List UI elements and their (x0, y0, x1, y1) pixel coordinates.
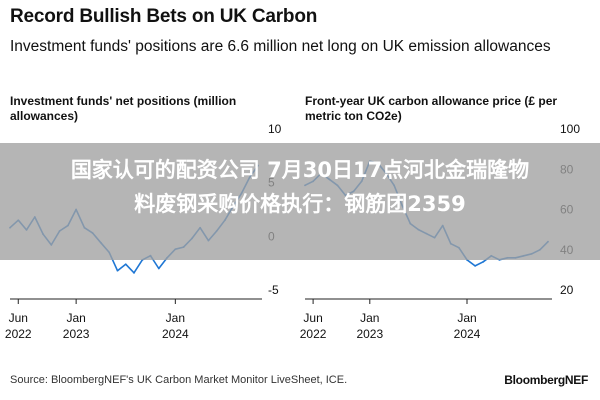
chart-subtitle: Investment funds' positions are 6.6 mill… (10, 38, 551, 55)
left-panel-title: Investment funds' net positions (million… (10, 94, 237, 123)
left-data-point (116, 269, 119, 272)
left-data-point (133, 271, 135, 274)
watermark-line-2: 料废钢采购价格执行：钢筋团2359 (134, 192, 466, 216)
right-x-tick-year: 2024 (454, 327, 481, 341)
right-x-tick-label: Jan (360, 311, 379, 325)
right-data-point (474, 264, 476, 267)
left-x-tick-label: Jan (66, 311, 85, 325)
right-x-tick-label: Jun (303, 311, 322, 325)
source-note: Source: BloombergNEF's UK Carbon Market … (10, 374, 348, 386)
right-y-tick-label: 100 (560, 122, 580, 136)
left-x-tick-year: 2022 (5, 327, 32, 341)
right-x-tick-year: 2023 (356, 327, 383, 341)
right-x-tick-year: 2022 (300, 327, 327, 341)
brand-logo: BloombergNEF (504, 373, 588, 387)
watermark-text: 国家认可的配资公司 7月30日17点河北金瑞隆物 料废钢采购价格执行：钢筋团23… (10, 153, 590, 221)
left-data-point (124, 263, 127, 266)
right-panel-title: Front-year UK carbon allowance price (£ … (305, 94, 558, 123)
left-y-tick-label: -5 (268, 283, 279, 297)
left-y-tick-label: 10 (268, 122, 282, 136)
watermark-line-1: 国家认可的配资公司 7月30日17点河北金瑞隆物 (70, 158, 530, 182)
right-y-tick-label: 20 (560, 283, 574, 297)
left-x-tick-label: Jun (9, 311, 28, 325)
right-data-point (482, 260, 485, 263)
left-x-tick-year: 2024 (162, 327, 189, 341)
left-x-tick-year: 2023 (63, 327, 90, 341)
chart-title: Record Bullish Bets on UK Carbon (10, 6, 318, 27)
watermark-banner (0, 143, 600, 260)
right-x-tick-label: Jan (457, 311, 476, 325)
left-data-point (157, 267, 160, 270)
left-x-tick-label: Jan (166, 311, 185, 325)
